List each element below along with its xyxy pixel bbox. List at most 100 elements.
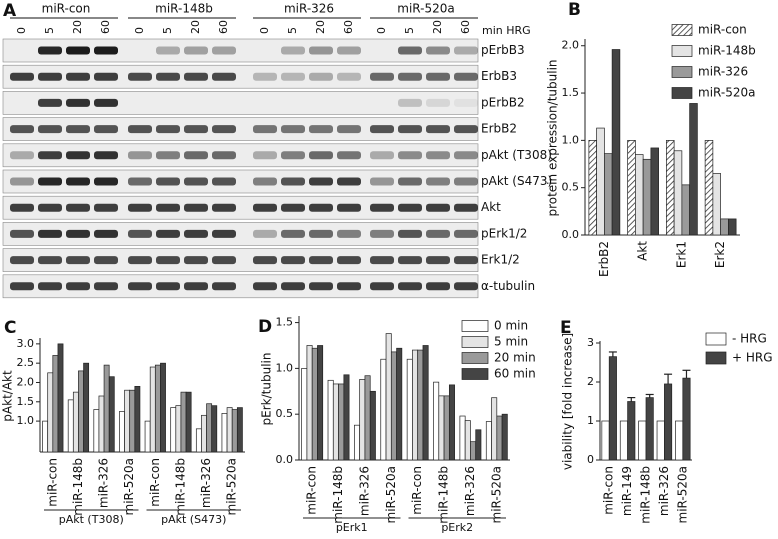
blot-band: [94, 98, 118, 107]
blot-band: [38, 46, 62, 55]
blot-band: [309, 282, 333, 291]
bar: [311, 347, 318, 461]
x-tick-label: miR-con: [410, 466, 424, 515]
blot-band: [38, 177, 62, 186]
time-label: 5: [286, 27, 299, 34]
bar: [496, 415, 503, 461]
blot-band: [370, 203, 394, 212]
blot-band: [128, 72, 152, 81]
bar: [638, 420, 647, 461]
blot-band: [454, 229, 478, 238]
group-label: miR-con: [42, 2, 91, 16]
blot-band: [309, 72, 333, 81]
blot-band: [337, 72, 361, 81]
blot-band: [454, 98, 478, 107]
blot-band: [212, 177, 236, 186]
blot-band: [337, 46, 361, 55]
bar: [720, 218, 729, 236]
bar: [306, 345, 313, 461]
bar: [728, 218, 737, 236]
blot-band: [184, 203, 208, 212]
x-tick-label: miR-148b: [71, 458, 85, 516]
row-label: pAkt (S473): [481, 174, 552, 188]
y-tick-label: 2.0: [17, 375, 35, 388]
bar: [656, 420, 665, 461]
blot-band: [454, 256, 478, 265]
blot-band: [398, 229, 422, 238]
bar: [332, 383, 339, 461]
blot-band: [398, 151, 422, 160]
legend-swatch: [671, 24, 693, 36]
x-tick-label: miR-326: [357, 466, 371, 516]
x-tick-label: miR-326: [97, 458, 111, 508]
bar: [588, 140, 597, 236]
bar: [396, 347, 403, 461]
y-tick-label: 0.0: [562, 228, 580, 241]
bar: [475, 429, 482, 461]
blot-strip: [2, 91, 479, 115]
y-tick-label: 2.5: [17, 356, 35, 369]
blot-band: [66, 203, 90, 212]
bar: [338, 383, 345, 461]
row-label: pErbB2: [481, 95, 525, 109]
blot-band: [253, 203, 277, 212]
legend-label: + HRG: [732, 351, 773, 365]
row-label: pAkt (T308): [481, 148, 552, 162]
bar: [645, 397, 654, 461]
blot-band: [309, 125, 333, 134]
blot-band: [281, 256, 305, 265]
x-tick-label: miR-520a: [675, 466, 689, 523]
x-tick-label: miR-148b: [639, 466, 653, 524]
blot-band: [253, 229, 277, 238]
blot-band: [337, 203, 361, 212]
bar: [185, 391, 192, 453]
x-tick-label: Erk2: [713, 241, 727, 268]
blot-band: [156, 229, 180, 238]
legend-label: 0 min: [494, 319, 528, 333]
y-tick-label: 1.5: [276, 316, 294, 329]
blot-band: [128, 125, 152, 134]
blot-band: [10, 72, 34, 81]
y-tick-label: 2: [587, 375, 594, 388]
bar: [704, 140, 714, 236]
y-tick-label: 1.0: [562, 133, 580, 146]
blot-band: [184, 282, 208, 291]
bar: [67, 399, 74, 453]
group-label: miR-326: [284, 2, 334, 16]
blot-band: [94, 203, 118, 212]
bar: [129, 389, 136, 453]
blot-band: [156, 282, 180, 291]
blot-band: [454, 151, 478, 160]
blot-band: [156, 72, 180, 81]
blot-band: [426, 98, 450, 107]
legend-label: miR-326: [698, 65, 748, 79]
bar: [664, 383, 673, 461]
bar: [343, 374, 350, 461]
bar: [596, 127, 605, 236]
blot-band: [454, 46, 478, 55]
legend-label: miR-148b: [698, 44, 756, 58]
blot-band: [309, 256, 333, 265]
blot-band: [253, 282, 277, 291]
blot-band: [212, 229, 236, 238]
bar: [47, 372, 54, 453]
blot-band: [156, 177, 180, 186]
blot-band: [309, 177, 333, 186]
blot-band: [10, 256, 34, 265]
blot-band: [370, 177, 394, 186]
blot-band: [281, 125, 305, 134]
blot-band: [253, 72, 277, 81]
blot-band: [253, 256, 277, 265]
bar: [236, 407, 243, 453]
y-tick-label: 1.0: [276, 361, 294, 374]
row-label: ErbB3: [481, 69, 517, 83]
blot-band: [128, 203, 152, 212]
bar: [501, 413, 508, 461]
time-label: 0: [375, 27, 388, 34]
blot-band: [66, 151, 90, 160]
bar: [681, 184, 690, 236]
blot-band: [309, 203, 333, 212]
y-tick-label: 0.0: [276, 453, 294, 466]
blot-band: [253, 177, 277, 186]
legend-swatch: [671, 87, 693, 99]
